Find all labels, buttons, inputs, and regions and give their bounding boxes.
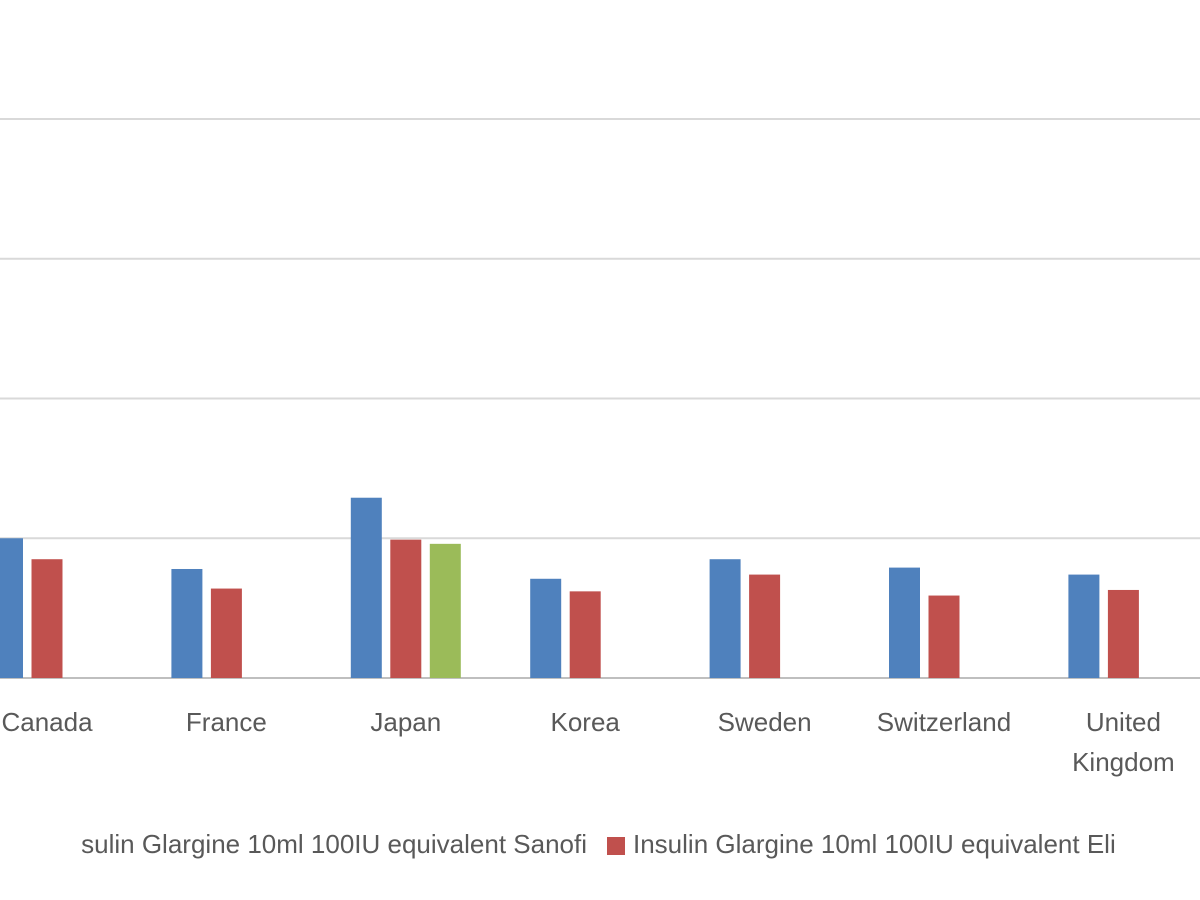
bar [1107, 589, 1139, 678]
bar [350, 497, 382, 678]
legend-label: Insulin Glargine 10ml 100IU equivalent E… [633, 829, 1116, 859]
legend-label: sulin Glargine 10ml 100IU equivalent San… [81, 829, 587, 859]
x-tick-label: Japan [370, 707, 442, 737]
bar [1068, 574, 1100, 678]
bar [928, 595, 960, 678]
x-tick-label: Korea [550, 707, 620, 737]
bar [0, 538, 23, 678]
x-tick-label: Switzerland [876, 707, 1012, 737]
bar [749, 574, 781, 678]
bar [530, 578, 562, 678]
bar [569, 591, 601, 678]
bar [31, 559, 63, 678]
x-tick-label: United Kingdom [1072, 707, 1175, 777]
x-tick-label: Canada [1, 707, 93, 737]
bar [390, 539, 422, 678]
x-tick-label: Sweden [717, 707, 812, 737]
legend-swatch [607, 837, 625, 855]
bar [210, 588, 242, 678]
x-tick-label: France [185, 707, 267, 737]
bar [709, 559, 741, 678]
bar [889, 567, 920, 678]
bar [171, 568, 203, 678]
bar [429, 543, 461, 678]
